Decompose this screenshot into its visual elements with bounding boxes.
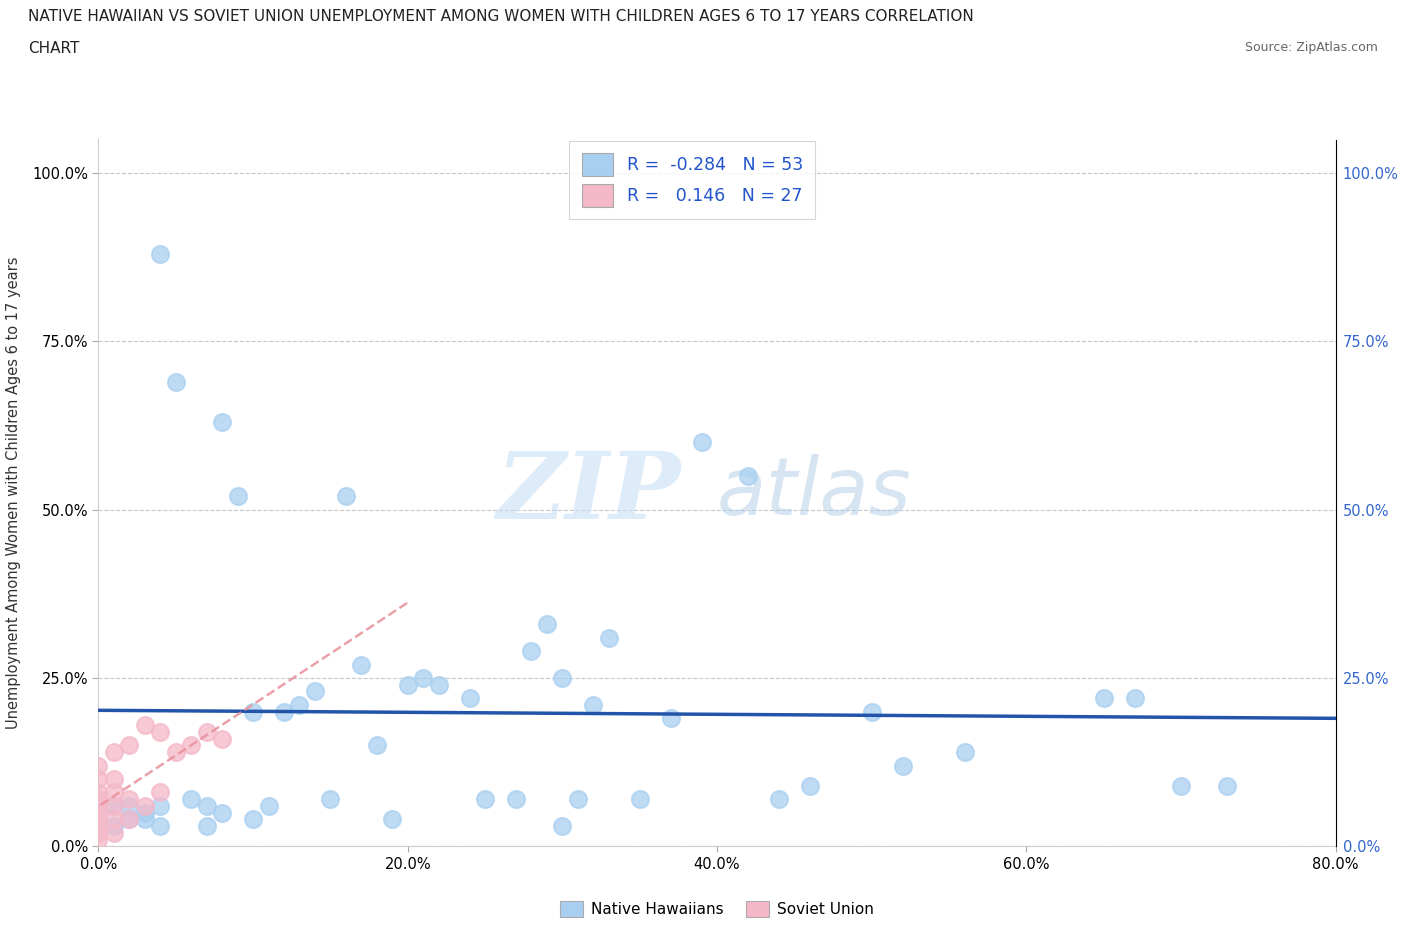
Point — [335, 489, 357, 504]
Point — [567, 791, 589, 806]
Point — [257, 799, 280, 814]
Point — [412, 671, 434, 685]
Point — [551, 818, 574, 833]
Point — [134, 805, 156, 820]
Point — [118, 812, 141, 827]
Point — [273, 704, 295, 719]
Point — [87, 812, 110, 827]
Point — [165, 375, 187, 390]
Point — [768, 791, 790, 806]
Point — [520, 644, 543, 658]
Point — [288, 698, 311, 712]
Point — [891, 758, 914, 773]
Point — [149, 818, 172, 833]
Point — [103, 826, 125, 841]
Point — [458, 691, 481, 706]
Point — [737, 469, 759, 484]
Text: CHART: CHART — [28, 41, 80, 56]
Point — [87, 785, 110, 800]
Point — [242, 812, 264, 827]
Point — [1123, 691, 1146, 706]
Point — [195, 724, 218, 739]
Point — [211, 805, 233, 820]
Point — [134, 812, 156, 827]
Point — [211, 731, 233, 746]
Point — [165, 745, 187, 760]
Point — [598, 631, 620, 645]
Point — [134, 799, 156, 814]
Point — [366, 737, 388, 752]
Point — [211, 415, 233, 430]
Point — [381, 812, 404, 827]
Point — [427, 677, 450, 692]
Point — [396, 677, 419, 692]
Point — [319, 791, 342, 806]
Point — [103, 818, 125, 833]
Point — [103, 785, 125, 800]
Point — [87, 799, 110, 814]
Point — [87, 805, 110, 820]
Point — [195, 799, 218, 814]
Point — [195, 818, 218, 833]
Point — [87, 818, 110, 833]
Point — [87, 826, 110, 841]
Point — [180, 791, 202, 806]
Text: ZIP: ZIP — [496, 448, 681, 538]
Point — [690, 435, 713, 450]
Point — [582, 698, 605, 712]
Y-axis label: Unemployment Among Women with Children Ages 6 to 17 years: Unemployment Among Women with Children A… — [6, 257, 21, 729]
Point — [799, 778, 821, 793]
Point — [149, 785, 172, 800]
Point — [659, 711, 682, 725]
Point — [226, 489, 249, 504]
Point — [350, 658, 373, 672]
Point — [505, 791, 527, 806]
Point — [103, 799, 125, 814]
Point — [1092, 691, 1115, 706]
Point — [149, 799, 172, 814]
Point — [1170, 778, 1192, 793]
Point — [87, 758, 110, 773]
Point — [149, 724, 172, 739]
Point — [149, 246, 172, 261]
Point — [118, 799, 141, 814]
Point — [304, 684, 326, 699]
Text: atlas: atlas — [717, 454, 912, 532]
Point — [103, 812, 125, 827]
Point — [87, 791, 110, 806]
Point — [953, 745, 976, 760]
Legend: Native Hawaiians, Soviet Union: Native Hawaiians, Soviet Union — [554, 896, 880, 923]
Point — [103, 772, 125, 787]
Point — [551, 671, 574, 685]
Point — [87, 832, 110, 847]
Point — [118, 737, 141, 752]
Point — [1216, 778, 1239, 793]
Point — [474, 791, 496, 806]
Text: Source: ZipAtlas.com: Source: ZipAtlas.com — [1244, 41, 1378, 54]
Point — [87, 772, 110, 787]
Point — [103, 799, 125, 814]
Point — [180, 737, 202, 752]
Point — [118, 812, 141, 827]
Point — [628, 791, 651, 806]
Point — [103, 745, 125, 760]
Point — [242, 704, 264, 719]
Text: NATIVE HAWAIIAN VS SOVIET UNION UNEMPLOYMENT AMONG WOMEN WITH CHILDREN AGES 6 TO: NATIVE HAWAIIAN VS SOVIET UNION UNEMPLOY… — [28, 9, 974, 24]
Point — [134, 718, 156, 733]
Point — [118, 791, 141, 806]
Point — [860, 704, 883, 719]
Point — [536, 617, 558, 631]
